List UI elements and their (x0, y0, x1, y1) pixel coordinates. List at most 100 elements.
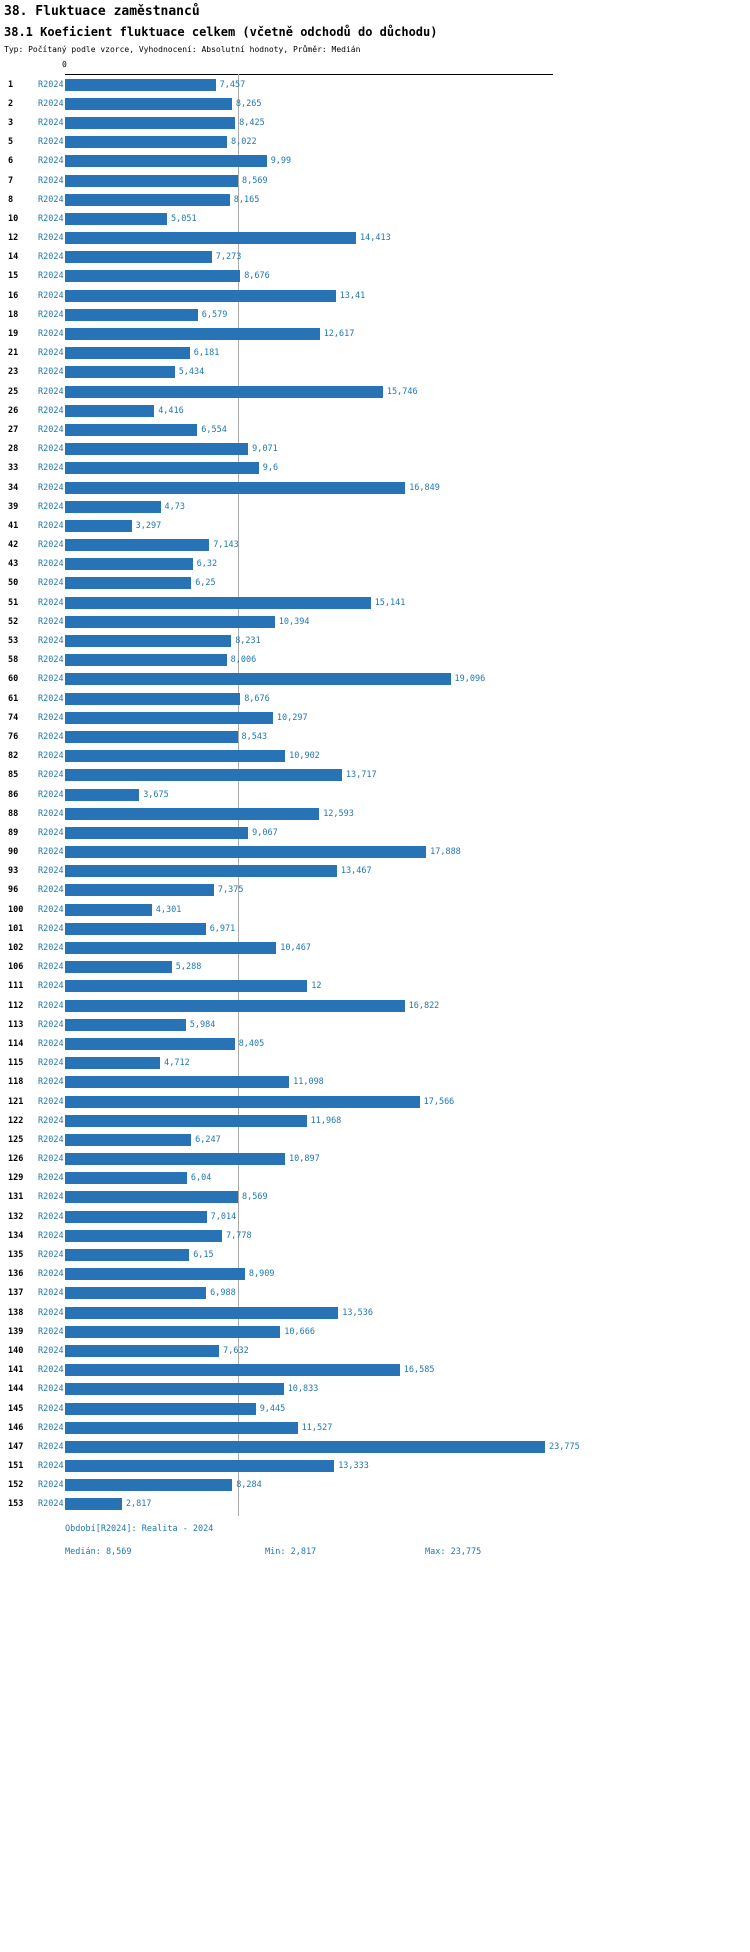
value-label: 7,014 (210, 1211, 237, 1222)
value-bar (65, 980, 308, 993)
row-id-label: 136 (8, 1269, 24, 1280)
series-label: R2024 (38, 1480, 64, 1491)
chart-row: 112 R2024 16,822 (0, 996, 750, 1015)
series-label: R2024 (38, 1499, 64, 1510)
chart-row: 5 R2024 8,022 (0, 133, 750, 152)
value-bar (65, 443, 249, 456)
chart-row: 18 R2024 6,579 (0, 305, 750, 324)
value-label: 6,579 (201, 309, 228, 320)
value-bar (65, 846, 427, 859)
row-id-label: 74 (8, 712, 19, 723)
value-bar (65, 212, 167, 225)
value-bar (65, 1306, 339, 1319)
value-bar (65, 270, 241, 283)
series-label: R2024 (38, 482, 64, 493)
value-bar (65, 423, 198, 436)
value-bar (65, 884, 214, 897)
series-label: R2024 (38, 1000, 64, 1011)
chart-row: 90 R2024 17,888 (0, 843, 750, 862)
series-label: R2024 (38, 866, 64, 877)
value-label: 5,288 (175, 962, 202, 973)
chart-row: 122 R2024 11,968 (0, 1111, 750, 1130)
value-label: 3,297 (135, 520, 162, 531)
value-label: 8,425 (239, 117, 265, 128)
row-id-label: 106 (8, 962, 24, 973)
row-id-label: 115 (8, 1058, 24, 1069)
series-label: R2024 (38, 1326, 64, 1337)
chart-row: 140 R2024 7,632 (0, 1341, 750, 1360)
chart-row: 10 R2024 5,051 (0, 209, 750, 228)
value-bar (65, 673, 451, 686)
value-bar (65, 1018, 186, 1031)
row-id-label: 89 (8, 827, 19, 838)
row-id-label: 135 (8, 1250, 24, 1261)
chart-row: 6 R2024 9,99 (0, 152, 750, 171)
chart-row: 132 R2024 7,014 (0, 1207, 750, 1226)
series-label: R2024 (38, 731, 64, 742)
series-label: R2024 (38, 1019, 64, 1030)
value-bar (65, 78, 216, 91)
chart-row: 61 R2024 8,676 (0, 689, 750, 708)
report-footer: Období[R2024]: Realita - 2024 Medián: 8,… (65, 1524, 481, 1557)
value-bar (65, 1114, 307, 1127)
series-label: R2024 (38, 1288, 64, 1299)
value-bar (65, 654, 227, 667)
value-label: 5,051 (171, 213, 197, 224)
value-bar (65, 1210, 207, 1223)
series-label: R2024 (38, 1461, 64, 1472)
value-label: 6,32 (196, 559, 218, 570)
value-label: 4,712 (164, 1058, 190, 1069)
row-id-label: 14 (8, 252, 19, 263)
chart-row: 111 R2024 12 (0, 977, 750, 996)
value-bar (65, 730, 238, 743)
value-bar (65, 289, 336, 302)
value-label: 12,593 (323, 808, 354, 819)
chart-row: 51 R2024 15,141 (0, 593, 750, 612)
row-id-label: 16 (8, 290, 19, 301)
value-label: 6,25 (195, 578, 216, 589)
chart-row: 52 R2024 10,394 (0, 612, 750, 631)
chart-row: 102 R2024 10,467 (0, 938, 750, 957)
series-label: R2024 (38, 1441, 64, 1452)
row-id-label: 42 (8, 540, 19, 551)
row-id-label: 151 (8, 1461, 24, 1472)
row-id-label: 139 (8, 1326, 24, 1337)
series-label: R2024 (38, 808, 64, 819)
series-label: R2024 (38, 712, 64, 723)
series-label: R2024 (38, 962, 64, 973)
series-label: R2024 (38, 693, 64, 704)
value-bar (65, 1268, 245, 1281)
series-label: R2024 (38, 636, 64, 647)
row-id-label: 3 (8, 117, 14, 128)
series-label: R2024 (38, 789, 64, 800)
chart-row: 115 R2024 4,712 (0, 1054, 750, 1073)
value-label: 11,968 (310, 1115, 342, 1126)
row-id-label: 153 (8, 1499, 24, 1510)
chart-row: 34 R2024 16,849 (0, 478, 750, 497)
row-id-label: 61 (8, 693, 19, 704)
series-label: R2024 (38, 367, 64, 378)
chart-row: 135 R2024 6,15 (0, 1245, 750, 1264)
series-label: R2024 (38, 904, 64, 915)
row-id-label: 5 (8, 137, 14, 148)
value-label: 8,676 (244, 693, 270, 704)
value-bar (65, 347, 190, 360)
row-id-label: 131 (8, 1192, 24, 1203)
series-label: R2024 (38, 1115, 64, 1126)
chart-row: 96 R2024 7,375 (0, 881, 750, 900)
value-label: 10,897 (289, 1154, 320, 1165)
chart-rows: 1 R2024 7,457 2 R2024 8,265 3 R2024 8,425 5 R2024 8… (0, 75, 750, 1514)
row-id-label: 102 (8, 943, 24, 954)
axis-line (65, 74, 553, 75)
value-label: 7,778 (226, 1230, 252, 1241)
axis-zero-label: 0 (62, 60, 67, 69)
row-id-label: 146 (8, 1422, 24, 1433)
row-id-label: 60 (8, 674, 19, 685)
chart-row: 144 R2024 10,833 (0, 1380, 750, 1399)
value-bar (65, 615, 275, 628)
chart-row: 134 R2024 7,778 (0, 1226, 750, 1245)
value-bar (65, 635, 232, 648)
chart-row: 41 R2024 3,297 (0, 516, 750, 535)
value-bar (65, 328, 320, 341)
value-label: 6,971 (209, 923, 236, 934)
